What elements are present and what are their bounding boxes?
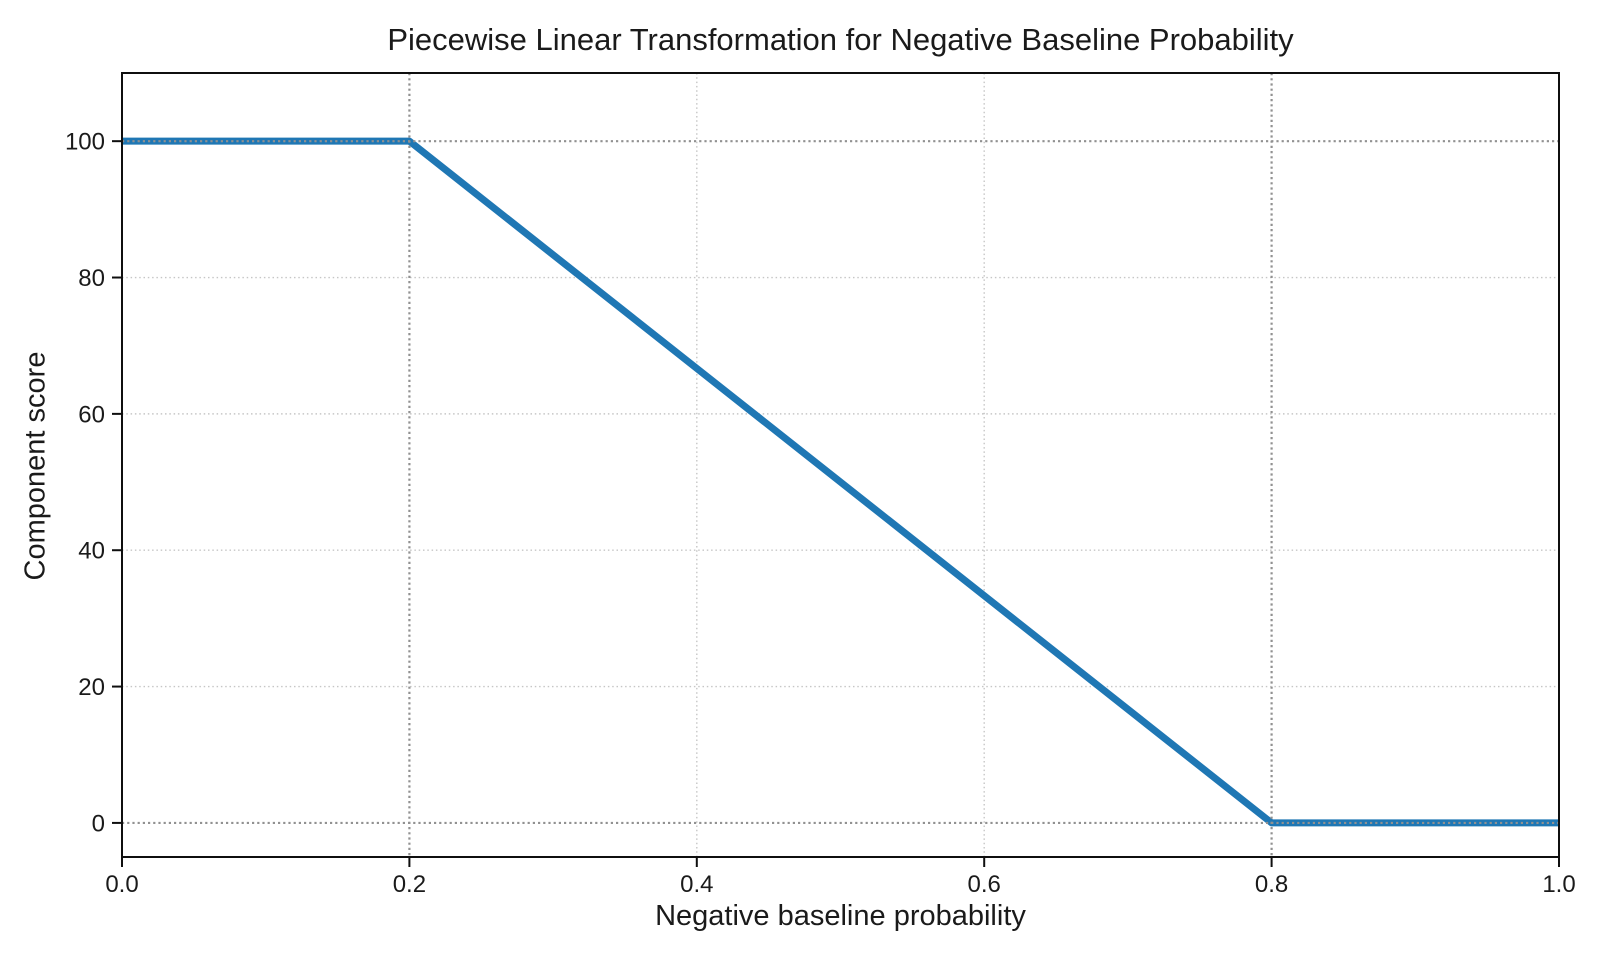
x-tick-label: 1.0 [1542, 871, 1575, 898]
plot-border [121, 72, 1560, 858]
y-tick-label: 0 [92, 810, 105, 837]
y-tick-label: 100 [65, 129, 105, 156]
y-axis-label: Component score [19, 351, 52, 581]
x-tick-label: 0.0 [105, 871, 138, 898]
x-tick-label: 0.4 [680, 871, 713, 898]
y-tick-label: 80 [78, 265, 105, 292]
x-axis-label: Negative baseline probability [655, 900, 1026, 932]
y-tick-label: 40 [78, 538, 105, 565]
chart-title: Piecewise Linear Transformation for Nega… [387, 22, 1294, 57]
y-tick-label: 20 [78, 674, 105, 701]
x-tick-label: 0.2 [393, 871, 426, 898]
x-tick-label: 0.8 [1255, 871, 1288, 898]
y-tick-label: 60 [78, 401, 105, 428]
x-tick-label: 0.6 [968, 871, 1001, 898]
series-line-component-score [122, 137, 1559, 827]
